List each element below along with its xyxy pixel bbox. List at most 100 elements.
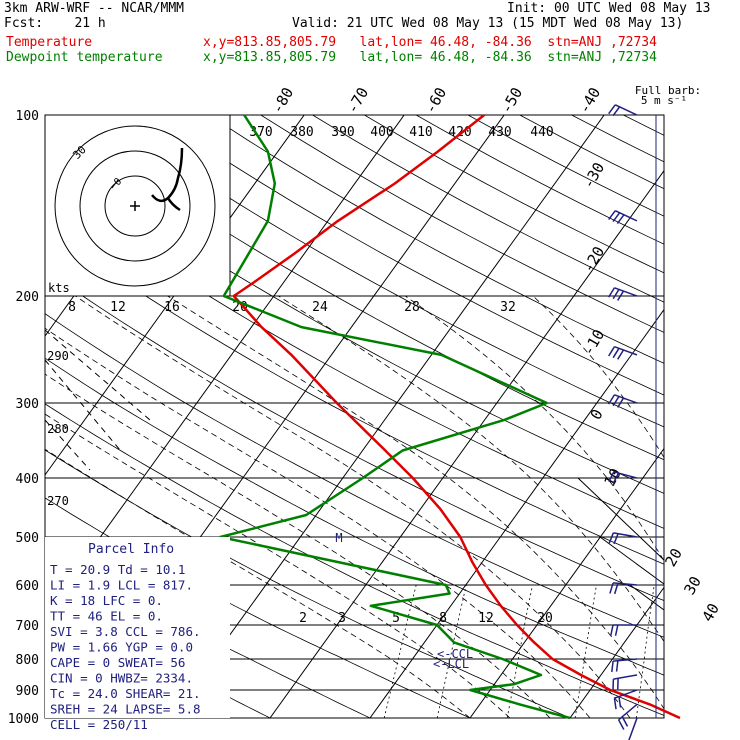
wind-barb-flag (612, 289, 620, 300)
parcel-title: Parcel Info (88, 542, 174, 557)
hodograph-ring (79, 150, 191, 262)
wind-barb-flag (608, 532, 615, 544)
sounding-series (219, 114, 681, 720)
parcel-background (45, 537, 230, 718)
mixing-ratio-label: 12 (478, 611, 494, 626)
isotherm-label: 20 (661, 545, 686, 570)
theta-e-label: 400 (370, 125, 393, 140)
wind-barb-flag (613, 583, 619, 595)
init-time: Init: 00 UTC Wed 08 May 13 (507, 1, 711, 16)
hodograph-ring-value: 290 (47, 349, 69, 363)
wind-barb-flag (612, 347, 620, 359)
dry-adiabat-line (45, 228, 664, 565)
hodograph-speed-label: 28 (404, 300, 420, 315)
parcel-row: LI = 1.9 LCL = 817. (50, 578, 193, 593)
pressure-label: 1000 (8, 712, 39, 727)
parcel-info-box: Parcel Info T = 20.9 Td = 10.1LI = 1.9 LC… (45, 537, 230, 732)
isotherm-line (269, 169, 664, 718)
wind-barb-staff (618, 703, 638, 721)
wind-barb-flag (617, 719, 625, 730)
moist-adiabat-line (45, 327, 591, 718)
mixing-ratio-label: 2 (299, 611, 307, 626)
dry-adiabat-line (416, 115, 664, 245)
moist-adiabat-line (405, 295, 664, 562)
pressure-label: 700 (16, 619, 39, 634)
wind-barb (617, 703, 638, 730)
isotherm-label: -60 (421, 84, 450, 116)
parcel-row: SREH = 24 LAPSE= 5.8 (50, 702, 201, 717)
mixing-ratio-line (717, 585, 730, 718)
isotherm-label: -20 (579, 243, 608, 275)
barb-legend-unit: 5 m s⁻¹ (641, 94, 687, 107)
barb-legend-title: Full barb: (635, 84, 701, 97)
wind-barb-flag (608, 287, 616, 298)
hodograph-ring-value: 270 (47, 494, 69, 508)
theta-e-label: 410 (409, 125, 432, 140)
hodograph-radial-line (44, 359, 121, 451)
wind-barb (611, 658, 638, 673)
parcel-row: CAPE = 0 SWEAT= 56 (50, 655, 185, 670)
wind-barb-staff (613, 658, 638, 662)
valid-time: Valid: 21 UTC Wed 08 May 13 (15 MDT Wed … (292, 16, 684, 31)
parcel-row: PW = 1.66 YGP = 0.0 (50, 640, 193, 655)
theta-e-label: 370 (249, 125, 272, 140)
isotherm-line (0, 115, 4, 718)
isotherm-line (169, 115, 605, 718)
wind-barb (613, 689, 638, 710)
mixing-ratio-label: 20 (537, 611, 553, 626)
parcel-row: CELL = 250/11 (50, 717, 148, 732)
dewpoint-line (219, 114, 571, 720)
isotherm-label: -80 (268, 84, 297, 116)
wind-barb-flag (608, 346, 616, 357)
temperature-location: x,y=813.85,805.79 lat,lon= 46.48, -84.36… (203, 35, 657, 50)
dry-adiabat-line (156, 115, 664, 396)
wind-barbs (608, 104, 657, 740)
moist-adiabat-line (167, 295, 664, 710)
dewpoint-legend-label: Dewpoint temperature (6, 50, 163, 65)
theta-e-label: 380 (290, 125, 313, 140)
wind-barb (608, 345, 638, 360)
mixing-ratio-label: 8 (439, 611, 447, 626)
dewpoint-location: x,y=813.85,805.79 lat,lon= 46.48, -84.36… (203, 50, 657, 65)
moist-adiabat-line (532, 295, 664, 459)
wind-barb-flag (609, 582, 614, 594)
wind-barb-staff (614, 345, 638, 356)
pressure-label: 900 (16, 684, 39, 699)
wind-barb-staff (613, 471, 638, 479)
forecast-hour: Fcst: 21 h (4, 16, 106, 31)
wind-barb-flag (612, 106, 621, 117)
wind-barb (608, 471, 638, 484)
mixing-ratio-line (636, 584, 655, 718)
wind-barb-flag (608, 471, 615, 482)
wind-barb-flag (612, 472, 620, 484)
wind-barb-flag (614, 624, 619, 636)
pressure-label: 400 (16, 472, 39, 487)
dry-adiabat-line (45, 449, 571, 718)
wind-barb-flag (608, 104, 616, 115)
wind-barb-flag (613, 698, 617, 710)
wind-barb-flag (617, 349, 625, 360)
lower-right-outline (577, 477, 665, 611)
wind-barb-flag (618, 696, 622, 708)
mixing-ratio-line (506, 584, 533, 718)
theta-e-label: 390 (331, 125, 354, 140)
hodograph-radial-line (44, 419, 91, 471)
wind-barb (608, 532, 638, 545)
annotation-lcl: <-LCL (433, 657, 469, 671)
isotherm-line (670, 115, 740, 718)
wind-barb-flag (612, 212, 621, 223)
wind-barb (608, 104, 638, 117)
pressure-label: 300 (16, 397, 39, 412)
hodograph-speed-label: 32 (500, 300, 516, 315)
wind-barb-flag (612, 396, 620, 407)
mixing-ratio-labels: 2 3 5 8 12 20 (299, 611, 553, 626)
parcel-row: K = 18 LFC = 0. (50, 593, 163, 608)
wind-barb (609, 582, 638, 595)
dry-adiabat-line (45, 403, 664, 716)
hodograph-speed-label: 8 (68, 300, 76, 315)
isotherm-line (369, 308, 664, 718)
isotherm-label: -10 (579, 326, 608, 358)
